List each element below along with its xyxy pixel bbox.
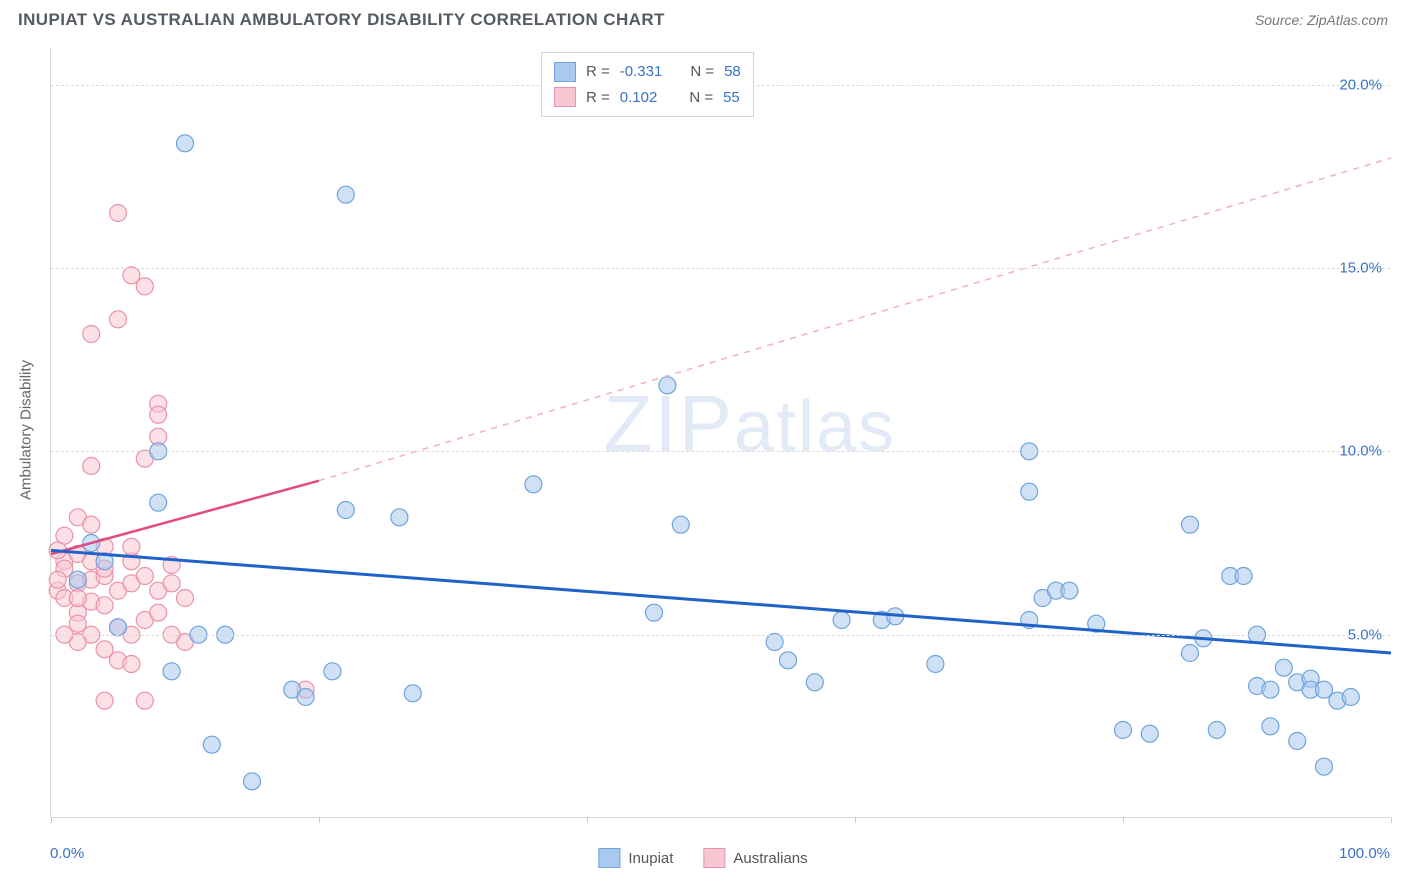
data-point — [1141, 725, 1158, 742]
data-point — [1316, 758, 1333, 775]
n-value-inupiat: 58 — [724, 59, 741, 85]
data-point — [1262, 681, 1279, 698]
data-point — [69, 615, 86, 632]
x-tick — [1123, 817, 1124, 823]
legend-row-australians: R = 0.102 N = 55 — [554, 85, 741, 111]
data-point — [177, 135, 194, 152]
y-axis-title: Ambulatory Disability — [18, 360, 35, 500]
data-point — [297, 689, 314, 706]
legend-item-inupiat: Inupiat — [598, 848, 673, 868]
data-point — [110, 619, 127, 636]
data-point — [672, 516, 689, 533]
data-point — [136, 568, 153, 585]
x-tick — [319, 817, 320, 823]
correlation-legend: R = -0.331 N = 58 R = 0.102 N = 55 — [541, 52, 754, 117]
data-point — [833, 612, 850, 629]
data-point — [69, 590, 86, 607]
scatter-plot-svg — [51, 48, 1390, 817]
gridline-h — [51, 635, 1390, 636]
r-value-inupiat: -0.331 — [620, 59, 663, 85]
data-point — [136, 692, 153, 709]
swatch-australians — [554, 87, 576, 107]
y-tick-label: 15.0% — [1339, 260, 1382, 277]
data-point — [1182, 516, 1199, 533]
data-point — [780, 652, 797, 669]
y-tick-label: 5.0% — [1348, 626, 1382, 643]
data-point — [1275, 659, 1292, 676]
data-point — [150, 604, 167, 621]
data-point — [110, 311, 127, 328]
data-point — [1342, 689, 1359, 706]
swatch-inupiat-icon — [598, 848, 620, 868]
data-point — [244, 773, 261, 790]
legend-item-australians: Australians — [703, 848, 807, 868]
legend-label-australians: Australians — [733, 850, 807, 867]
data-point — [391, 509, 408, 526]
header: INUPIAT VS AUSTRALIAN AMBULATORY DISABIL… — [0, 0, 1406, 36]
data-point — [150, 406, 167, 423]
swatch-inupiat — [554, 62, 576, 82]
trend-line — [319, 158, 1391, 481]
data-point — [1289, 733, 1306, 750]
data-point — [96, 597, 113, 614]
r-label: R = — [586, 59, 610, 85]
x-tick — [1391, 817, 1392, 823]
x-axis-min-label: 0.0% — [50, 845, 84, 862]
data-point — [766, 634, 783, 651]
data-point — [110, 205, 127, 222]
data-point — [69, 571, 86, 588]
r-value-australians: 0.102 — [620, 85, 658, 111]
data-point — [83, 458, 100, 475]
data-point — [83, 516, 100, 533]
data-point — [1208, 722, 1225, 739]
data-point — [163, 663, 180, 680]
series-legend: Inupiat Australians — [598, 848, 807, 868]
x-tick — [855, 817, 856, 823]
y-tick-label: 10.0% — [1339, 443, 1382, 460]
data-point — [1235, 568, 1252, 585]
legend-label-inupiat: Inupiat — [628, 850, 673, 867]
n-label: N = — [689, 85, 713, 111]
data-point — [83, 326, 100, 343]
data-point — [49, 571, 66, 588]
source-attribution: Source: ZipAtlas.com — [1255, 12, 1388, 28]
data-point — [404, 685, 421, 702]
data-point — [1021, 483, 1038, 500]
data-point — [163, 575, 180, 592]
x-tick — [51, 817, 52, 823]
data-point — [203, 736, 220, 753]
data-point — [659, 377, 676, 394]
x-axis-max-label: 100.0% — [1339, 845, 1390, 862]
data-point — [1182, 645, 1199, 662]
data-point — [123, 538, 140, 555]
swatch-australians-icon — [703, 848, 725, 868]
data-point — [96, 692, 113, 709]
y-tick-label: 20.0% — [1339, 76, 1382, 93]
x-tick — [587, 817, 588, 823]
data-point — [123, 656, 140, 673]
gridline-h — [51, 268, 1390, 269]
n-label: N = — [690, 59, 714, 85]
data-point — [150, 494, 167, 511]
legend-row-inupiat: R = -0.331 N = 58 — [554, 59, 741, 85]
chart-plot-area: ZIPatlas R = -0.331 N = 58 R = 0.102 N =… — [50, 48, 1390, 818]
data-point — [324, 663, 341, 680]
data-point — [337, 502, 354, 519]
data-point — [1262, 718, 1279, 735]
data-point — [136, 278, 153, 295]
gridline-h — [51, 451, 1390, 452]
data-point — [646, 604, 663, 621]
r-label: R = — [586, 85, 610, 111]
data-point — [1061, 582, 1078, 599]
data-point — [806, 674, 823, 691]
data-point — [525, 476, 542, 493]
data-point — [927, 656, 944, 673]
data-point — [1115, 722, 1132, 739]
chart-title: INUPIAT VS AUSTRALIAN AMBULATORY DISABIL… — [18, 10, 665, 30]
data-point — [337, 186, 354, 203]
data-point — [177, 590, 194, 607]
n-value-australians: 55 — [723, 85, 740, 111]
trend-line — [51, 550, 1391, 653]
